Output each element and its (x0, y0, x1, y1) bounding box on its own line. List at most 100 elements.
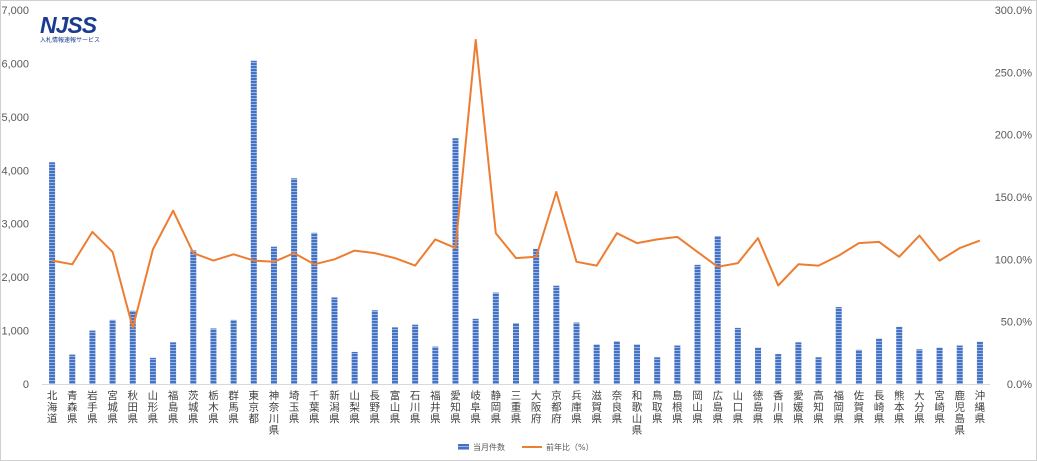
legend-bar-swatch (458, 444, 469, 450)
bar (149, 357, 156, 384)
line-series (51, 38, 981, 329)
category-label: 秋田県 (128, 389, 139, 425)
bar (876, 338, 883, 384)
category-label: 宮崎県 (934, 389, 945, 425)
category-label: 京都府 (551, 389, 562, 425)
right-tick-label: 100.0% (995, 254, 1033, 266)
bar (371, 310, 378, 384)
bar (976, 341, 983, 384)
category-label: 埼玉県 (289, 389, 300, 425)
category-label: 鹿児島県 (954, 389, 965, 437)
category-label: 宮城県 (107, 389, 118, 425)
left-tick-label: 2,000 (1, 272, 29, 284)
bar (613, 341, 620, 384)
bar (553, 285, 560, 384)
bar (775, 354, 782, 384)
category-label: 高知県 (813, 389, 824, 425)
left-tick-label: 1,000 (1, 326, 29, 338)
category-label: 茨城県 (188, 389, 199, 425)
category-label: 和歌山県 (632, 390, 643, 437)
category-label: 奈良県 (612, 389, 623, 425)
bar (815, 357, 822, 384)
bar (331, 297, 338, 384)
category-label: 滋賀県 (591, 389, 602, 425)
left-tick-label: 3,000 (1, 219, 29, 231)
category-label: 静岡県 (491, 389, 502, 425)
bar (714, 236, 721, 384)
bar (49, 162, 56, 384)
category-label: 岐阜県 (470, 389, 481, 425)
category-label: 愛媛県 (793, 389, 804, 425)
bar (129, 310, 136, 384)
category-label: 千葉県 (309, 390, 320, 425)
bar (210, 328, 217, 384)
bar (190, 250, 197, 384)
right-tick-label: 200.0% (995, 130, 1033, 142)
bar (89, 330, 96, 384)
njss-logo: NJSS 入札情報速報サービス (40, 13, 120, 45)
category-label: 兵庫県 (571, 389, 582, 425)
category-label: 徳島県 (753, 389, 764, 425)
category-label: 広島県 (712, 389, 723, 425)
category-label: 熊本県 (894, 389, 905, 425)
category-label: 石川県 (410, 390, 421, 425)
legend: 当月件数 前年比（%） (458, 442, 594, 452)
bar (513, 323, 519, 384)
category-label: 山口県 (733, 390, 744, 425)
bar (835, 307, 842, 384)
bar (69, 354, 76, 384)
category-label: 長野県 (370, 390, 381, 425)
right-tick-label: 0.0% (1007, 379, 1032, 391)
category-label: 岡山県 (692, 390, 703, 425)
bar (936, 347, 943, 384)
category-label: 佐賀県 (854, 389, 865, 425)
bar (472, 318, 479, 384)
category-label: 青森県 (67, 389, 78, 425)
category-label: 三重県 (511, 390, 522, 425)
right-tick-label: 300.0% (995, 5, 1033, 17)
right-tick-label: 250.0% (995, 67, 1033, 79)
category-label: 富山県 (390, 389, 401, 425)
category-label: 東京都 (249, 389, 260, 425)
bar (230, 319, 237, 384)
category-label: 島根県 (672, 389, 683, 425)
left-axis: 0 1,000 2,000 3,000 4,000 5,000 6,000 7,000 (1, 5, 990, 391)
right-tick-label: 50.0% (1001, 317, 1032, 329)
bar (170, 342, 177, 384)
category-label: 福岡県 (833, 389, 844, 425)
legend-label: 前年比（%） (546, 442, 594, 452)
category-label: 群馬県 (228, 389, 239, 425)
bar (432, 346, 439, 384)
right-axis: 0.0% 50.0% 100.0% 150.0% 200.0% 250.0% 300.0% (995, 5, 1033, 391)
bar (795, 342, 802, 384)
category-label: 新潟県 (329, 389, 340, 425)
bar (734, 327, 741, 384)
bar (452, 138, 459, 384)
bar (674, 345, 681, 384)
bar (391, 327, 398, 384)
category-label: 栃木県 (208, 389, 219, 425)
bar (270, 246, 277, 384)
left-tick-label: 5,000 (1, 112, 29, 124)
bar (412, 324, 419, 384)
bar (311, 232, 318, 384)
bar (573, 322, 580, 384)
bar (250, 60, 257, 384)
logo-mark: NJSS (40, 12, 97, 38)
category-label: 沖縄県 (975, 389, 986, 425)
category-label: 福井県 (430, 389, 441, 425)
category-label: 鳥取県 (652, 389, 663, 425)
bar (956, 345, 963, 384)
category-label: 香川県 (773, 390, 784, 425)
category-label: 神奈川県 (269, 389, 280, 437)
category-labels: 北海道青森県岩手県宮城県秋田県山形県福島県茨城県栃木県群馬県東京都神奈川県埼玉県… (47, 389, 986, 437)
bar (694, 264, 701, 384)
bar (855, 349, 862, 384)
left-tick-label: 6,000 (1, 58, 29, 70)
category-label: 福島県 (168, 389, 179, 425)
bar (351, 351, 358, 384)
bar (896, 326, 903, 384)
left-tick-label: 0 (23, 379, 29, 391)
left-tick-label: 4,000 (1, 165, 29, 177)
